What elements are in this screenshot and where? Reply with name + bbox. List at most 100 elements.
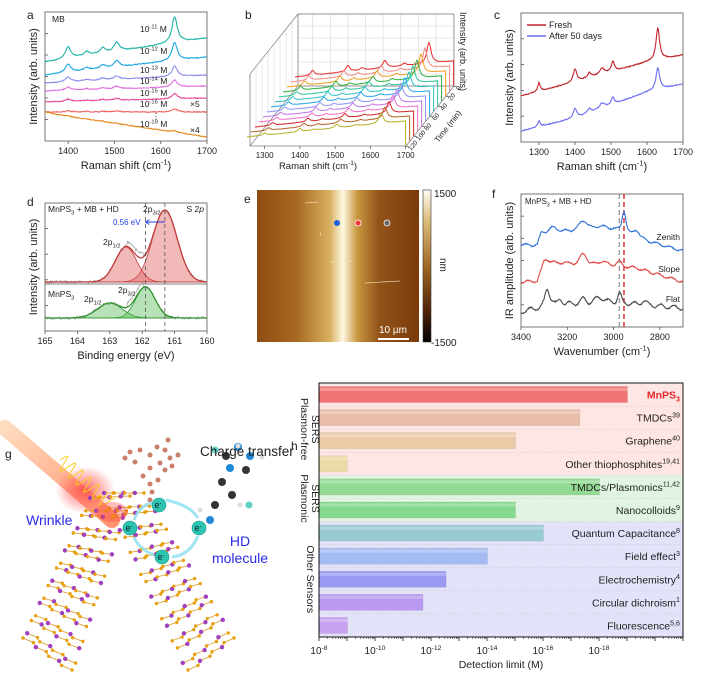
bar-label-part: TMDCs/Plasmonics <box>571 482 663 494</box>
concentration-label-part: -19 <box>149 120 157 126</box>
sulfur-atom <box>175 593 180 597</box>
sulfur-atom <box>197 634 201 638</box>
sulfur-atom <box>93 535 97 539</box>
hd-molecule-atom <box>246 452 254 460</box>
x-tick-label: 1600 <box>361 151 379 160</box>
sulfur-atom <box>82 600 86 604</box>
group-label: Plasmonic <box>298 474 310 522</box>
panel-label-d: d <box>27 195 34 209</box>
sulfur-atom <box>192 601 197 605</box>
manganese-atom <box>98 580 104 586</box>
x-tick-label: 163 <box>102 336 117 346</box>
bar-highlight <box>319 480 600 484</box>
electron-icon <box>151 497 167 513</box>
plot-frame <box>44 202 208 332</box>
bar-label: TMDCs39 <box>637 411 681 424</box>
bar-label-part: Field effect <box>625 551 676 563</box>
wrinkle-label: Wrinkle <box>26 512 73 528</box>
manganese-atom <box>54 634 59 639</box>
manganese-atom <box>75 526 80 531</box>
x-axis-label-part: Raman shift (cm <box>81 160 161 172</box>
sulfur-atom <box>175 620 179 625</box>
peak-label: 2p1/2 <box>103 237 121 250</box>
peak-label: 2p3/2 <box>143 204 161 217</box>
concentration-label-part: 10 <box>140 46 150 56</box>
hd-molecule-atom <box>211 501 219 509</box>
panel-label-g: g <box>5 447 12 461</box>
x-axis-label: Raman shift (cm-1) <box>279 160 357 172</box>
waterfall-trace <box>255 100 415 136</box>
concentration-label-part: M <box>158 99 167 109</box>
x-tick-label: 162 <box>135 336 150 346</box>
x-tick-label: 1400 <box>291 151 309 160</box>
bar-label: TMDCs/Plasmonics11,42 <box>571 481 680 494</box>
sample-label-part: MnPS <box>525 197 547 206</box>
colorbar-max-label: 1500 <box>434 189 457 200</box>
x-tick-label: 3000 <box>604 332 624 342</box>
sample-label: MnPS3 + MB + HD <box>525 197 592 208</box>
bar-label-part: 40 <box>672 435 680 443</box>
sulfur-atom <box>176 545 180 550</box>
afm-image <box>257 189 432 343</box>
scale-note: ×5 <box>190 99 200 109</box>
x-axis-label-part: ) <box>354 161 357 172</box>
peak-label-part: 2p <box>143 204 153 214</box>
mb-molecule-atom <box>147 452 153 458</box>
sulfur-atom <box>155 528 159 533</box>
mb-molecule-atom <box>140 473 146 479</box>
manganese-atom <box>81 532 87 538</box>
sulfur-atom <box>194 598 198 602</box>
sulfur-atom <box>42 596 46 600</box>
manganese-atom <box>169 540 175 545</box>
sulfur-atom <box>78 546 82 550</box>
sulfur-atom <box>176 617 181 621</box>
bar-label-part: 4 <box>676 573 680 581</box>
peak-label-part: 3/2 <box>152 211 160 217</box>
region-label: S 2p <box>187 204 205 214</box>
bar-highlight <box>319 526 544 530</box>
x-tick-label-part: 10 <box>310 646 322 657</box>
sulfur-atom <box>209 600 214 604</box>
manganese-atom <box>181 631 187 636</box>
manganese-atom <box>100 514 106 519</box>
sulfur-atom <box>188 584 193 589</box>
sulfur-atom <box>222 640 226 645</box>
panel-label-b: b <box>245 8 252 22</box>
manganese-atom <box>74 620 79 626</box>
sulfur-atom <box>204 644 209 648</box>
bar-highlight <box>319 411 580 415</box>
x-tick-label-part: 10 <box>533 646 545 657</box>
x-axis-label-part: ) <box>644 161 648 173</box>
peak-label: 2p1/2 <box>84 294 102 307</box>
bar-highlight <box>319 572 447 576</box>
manganese-atom <box>68 631 73 637</box>
fit-envelope <box>45 286 207 319</box>
manganese-atom <box>182 603 187 609</box>
concentration-label-part: M <box>158 76 167 86</box>
x-tick-label: 1600 <box>637 147 657 157</box>
sulfur-atom <box>209 626 213 630</box>
x-tick-label: 3400 <box>511 332 531 342</box>
manganese-atom <box>133 532 138 538</box>
sulfur-atom <box>124 509 129 513</box>
manganese-atom <box>149 594 154 599</box>
axes-panel-d: 165 164 163 162 161 160 Binding energy (eV) Int… <box>28 202 215 362</box>
manganese-atom <box>96 557 101 562</box>
mb-molecule-atom <box>132 459 138 465</box>
panel-label-a: a <box>27 8 34 22</box>
sulfur-atom <box>60 581 64 585</box>
x-tick-label-part: 10 <box>589 646 601 657</box>
legend-label: Fresh <box>549 20 572 30</box>
sulfur-atom <box>122 491 127 495</box>
concentration-label: 10-11 M <box>140 24 167 34</box>
time-tick <box>453 85 458 88</box>
sulfur-atom <box>70 594 74 599</box>
sulfur-atom <box>211 622 215 626</box>
sulfur-atom <box>68 592 72 596</box>
manganese-atom <box>197 658 203 664</box>
concentration-label-part: -16 <box>149 100 157 106</box>
x-axis-label: Wavenumber (cm-1) <box>554 344 651 358</box>
sulfur-atom <box>155 575 159 579</box>
peak-label-part: 2p <box>118 285 128 295</box>
